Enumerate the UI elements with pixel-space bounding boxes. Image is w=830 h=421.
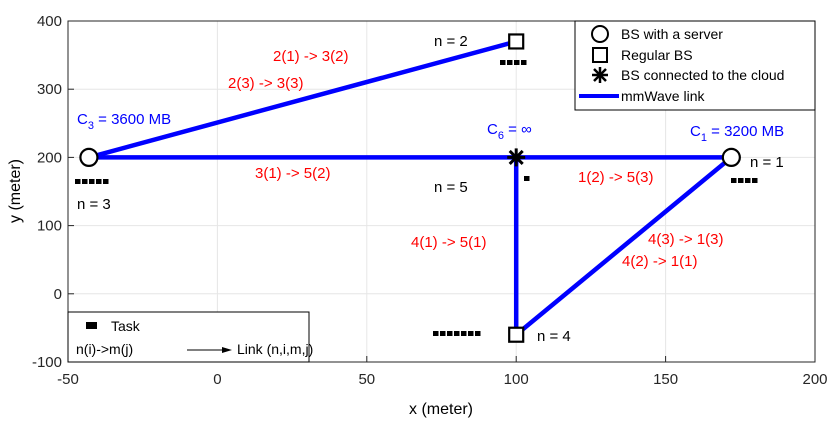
node-label-n2: n = 2 <box>434 33 468 50</box>
legend-circle-marker <box>591 25 609 43</box>
mmwave-links <box>86 39 734 337</box>
base-stations <box>79 33 741 343</box>
capacity-label-c1: C1 = 3200 MB <box>690 123 784 144</box>
capacity-label-c6: C6 = ∞ <box>487 121 532 142</box>
task-block-n3 <box>75 179 81 184</box>
task-block-n4 <box>454 331 460 336</box>
legend-square-marker <box>592 47 608 63</box>
task-block-n4 <box>440 331 446 336</box>
axis-ticks: -50 0 50 100 150 200 -100 0 100 200 300 400 <box>32 13 828 388</box>
task-block-n3 <box>103 179 109 184</box>
task-key: Task n(i)->m(j) Link (n,i,m,j) <box>67 311 313 363</box>
mapping-label: 4(3) -> 1(3) <box>648 231 723 248</box>
task-block-n1 <box>745 178 751 183</box>
task-block-n2 <box>521 60 527 65</box>
mmwave-link-n4-n1 <box>513 155 734 337</box>
task-block-n4 <box>475 331 481 336</box>
task-key-marker <box>86 322 97 329</box>
bs-regular-marker-n2 <box>508 33 525 50</box>
plot-frame <box>67 20 816 363</box>
y-axis-label: y (meter) <box>7 159 24 223</box>
task-markers <box>75 60 758 336</box>
task-block-n1 <box>738 178 744 183</box>
legend-label: mmWave link <box>621 88 705 104</box>
bs-server-marker-n1 <box>721 147 741 167</box>
task-block-n4 <box>433 331 439 336</box>
task-block-n2 <box>500 60 506 65</box>
y-tick-label: 200 <box>37 149 62 166</box>
mapping-label: 4(2) -> 1(1) <box>622 253 697 270</box>
task-block-n3 <box>89 179 95 184</box>
y-tick-label: 100 <box>37 218 62 235</box>
mapping-key-arrowhead <box>222 347 232 353</box>
task-block-n1 <box>752 178 758 183</box>
x-tick-label: 200 <box>802 371 827 388</box>
legend-label: BS with a server <box>621 26 723 42</box>
mapping-label: 4(1) -> 5(1) <box>411 234 486 251</box>
capacity-label-c3: C3 = 3600 MB <box>77 111 171 132</box>
mapping-label: 1(2) -> 5(3) <box>578 169 653 186</box>
bs-regular-marker-n4 <box>508 326 525 343</box>
task-block-n5 <box>524 176 530 181</box>
mapping-label: 2(1) -> 3(2) <box>273 48 348 65</box>
task-block-n2 <box>514 60 520 65</box>
x-tick-label: 100 <box>504 371 529 388</box>
node-label-n4: n = 4 <box>537 328 571 345</box>
x-tick-label: 150 <box>653 371 678 388</box>
task-block-n1 <box>731 178 737 183</box>
mapping-key-lhs: n(i)->m(j) <box>76 341 133 357</box>
task-key-label: Task <box>111 318 141 334</box>
x-axis-label: x (meter) <box>409 401 473 418</box>
mmwave-link-n3-n2 <box>86 39 519 160</box>
y-tick-label: 400 <box>37 13 62 30</box>
legend: BS with a server Regular BS BS connected… <box>574 20 816 111</box>
mapping-label: 2(3) -> 3(3) <box>228 75 303 92</box>
y-tick-label: 300 <box>37 81 62 98</box>
legend-label: BS connected to the cloud <box>621 67 784 83</box>
x-tick-label: 50 <box>358 371 375 388</box>
legend-asterisk-marker <box>592 67 608 83</box>
x-tick-label: -50 <box>57 371 79 388</box>
node-label-n5: n = 5 <box>434 179 468 196</box>
task-block-n3 <box>96 179 102 184</box>
mapping-key-rhs: Link (n,i,m,j) <box>237 341 313 357</box>
task-key-box <box>67 311 310 363</box>
task-block-n4 <box>468 331 474 336</box>
mapping-label: 3(1) -> 5(2) <box>255 165 330 182</box>
x-tick-label: 0 <box>213 371 221 388</box>
task-block-n4 <box>447 331 453 336</box>
task-block-n4 <box>461 331 467 336</box>
task-block-n2 <box>507 60 513 65</box>
node-label-n3: n = 3 <box>77 196 111 213</box>
bs-cloud-marker-n5 <box>507 148 526 167</box>
y-tick-label: 0 <box>54 286 62 303</box>
bs-server-marker-n3 <box>79 147 99 167</box>
legend-label: Regular BS <box>621 47 693 63</box>
task-block-n3 <box>82 179 88 184</box>
node-label-n1: n = 1 <box>750 154 784 171</box>
y-tick-label: -100 <box>32 354 62 371</box>
